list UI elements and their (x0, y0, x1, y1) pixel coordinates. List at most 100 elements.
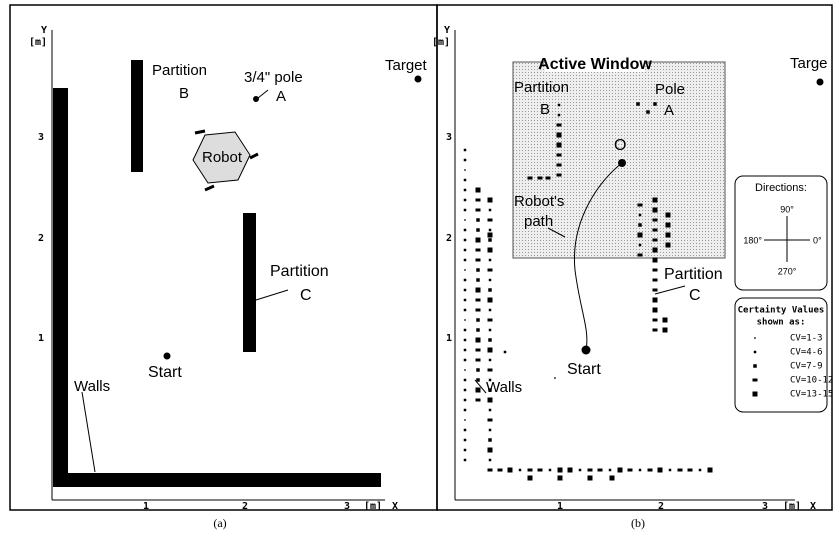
caption: (b) (631, 516, 645, 530)
label: Target (385, 57, 428, 74)
label: Robot's (514, 193, 564, 210)
certainty-cell (669, 469, 672, 472)
directions-title: Directions: (755, 182, 807, 194)
certainty-cell (519, 469, 522, 472)
label: Walls (486, 379, 522, 396)
certainty-cell (666, 213, 671, 218)
certainty-cell (579, 469, 582, 472)
certainty-cell (638, 223, 642, 227)
y-unit: [m] (29, 37, 47, 48)
certainty-cell (558, 468, 563, 473)
certainty-cell (464, 369, 466, 371)
certainty-cell (464, 429, 467, 432)
label: 3/4" pole (244, 69, 303, 86)
certainty-cell (464, 399, 467, 402)
label: Partition (664, 266, 723, 283)
certainty-cell (653, 258, 658, 263)
certainty-cell (699, 469, 702, 472)
legend-label: CV=1-3 (790, 334, 823, 344)
certainty-cell (464, 339, 467, 342)
label: C (689, 287, 701, 304)
label: Start (148, 364, 182, 381)
certainty-cell (557, 124, 562, 127)
certainty-cell (464, 289, 467, 292)
pole-dot (253, 96, 259, 102)
certainty-cell (464, 199, 467, 202)
y-tick-label: 3 (38, 132, 44, 143)
certainty-cell (464, 319, 466, 321)
certainty-cell (528, 476, 533, 481)
certainty-cell (489, 209, 492, 212)
certainty-cell (464, 359, 467, 362)
certainty-cell (488, 338, 492, 342)
certainty-cell (528, 469, 533, 472)
certainty-cell (638, 233, 643, 238)
certainty-cell (464, 269, 466, 271)
caption: (a) (213, 516, 226, 530)
certainty-cell (588, 476, 593, 481)
certainty-cell (464, 229, 467, 232)
certainty-cell (638, 204, 643, 207)
y-tick-label: 1 (38, 333, 44, 344)
certainty-cell (488, 469, 493, 472)
certainty-cell (653, 208, 658, 213)
certainty-cell (488, 438, 492, 442)
certainty-cell (653, 219, 658, 222)
certainty-cell (464, 189, 467, 192)
certainty-cell (653, 279, 658, 282)
label: Partition (514, 79, 569, 96)
certainty-cell (464, 239, 467, 242)
certainty-cell (464, 349, 467, 352)
certainty-cell (598, 469, 603, 472)
certainty-cell (528, 177, 533, 180)
certainty-cell (688, 469, 693, 472)
certainty-cell (476, 378, 480, 382)
certainty-cell (557, 143, 562, 148)
certainty-cell (653, 269, 658, 272)
certainty-cell (476, 249, 481, 252)
robot-sensor (205, 186, 214, 190)
certainty-cell (653, 239, 658, 242)
x-unit: [m] (783, 501, 801, 512)
certainty-cell (464, 259, 467, 262)
label: path (524, 213, 553, 230)
direction-label: 180° (743, 235, 762, 245)
wall (53, 473, 381, 487)
certainty-cell (558, 104, 561, 107)
certainty-cell (464, 459, 467, 462)
certainty-cell (489, 259, 492, 262)
certainty-cell (488, 198, 493, 203)
pointer (256, 290, 288, 300)
y-tick-label: 2 (446, 233, 452, 244)
certainty-cell (557, 133, 562, 138)
certainty-cell (653, 329, 658, 332)
label: Walls (74, 378, 110, 395)
certainty-cell (489, 329, 492, 332)
certainty-cell (476, 209, 481, 212)
certainty-cell (557, 164, 562, 167)
certainty-cell (557, 154, 562, 157)
certainty-cell (476, 299, 481, 302)
certainty-cell (488, 448, 493, 453)
certainty-cell (639, 469, 642, 472)
panel-b: Y [m] 1 2 3 1 2 3 [m] X Active Window Pa… (432, 25, 833, 512)
certainty-cell (653, 319, 658, 322)
x-tick-label: 3 (762, 501, 768, 512)
certainty-cell (646, 110, 650, 114)
label: Partition (270, 263, 329, 280)
certainty-cell (648, 469, 653, 472)
panel-a-frame (10, 5, 437, 510)
partition (243, 213, 256, 352)
panel-a: Y [m] 1 2 3 1 2 3 [m] X Target 3/4" pole… (29, 25, 428, 512)
robot-dot (618, 159, 626, 167)
label: C (300, 287, 312, 304)
legend-swatch (754, 351, 757, 354)
certainty-cell (476, 388, 481, 393)
certainty-cell (618, 468, 623, 473)
certainty-subtitle: shown as: (757, 318, 806, 328)
x-axis-label: X (392, 501, 398, 512)
certainty-cell (464, 409, 467, 412)
label: Pole (655, 81, 685, 98)
certainty-cell (464, 379, 467, 382)
label: O (614, 137, 626, 154)
